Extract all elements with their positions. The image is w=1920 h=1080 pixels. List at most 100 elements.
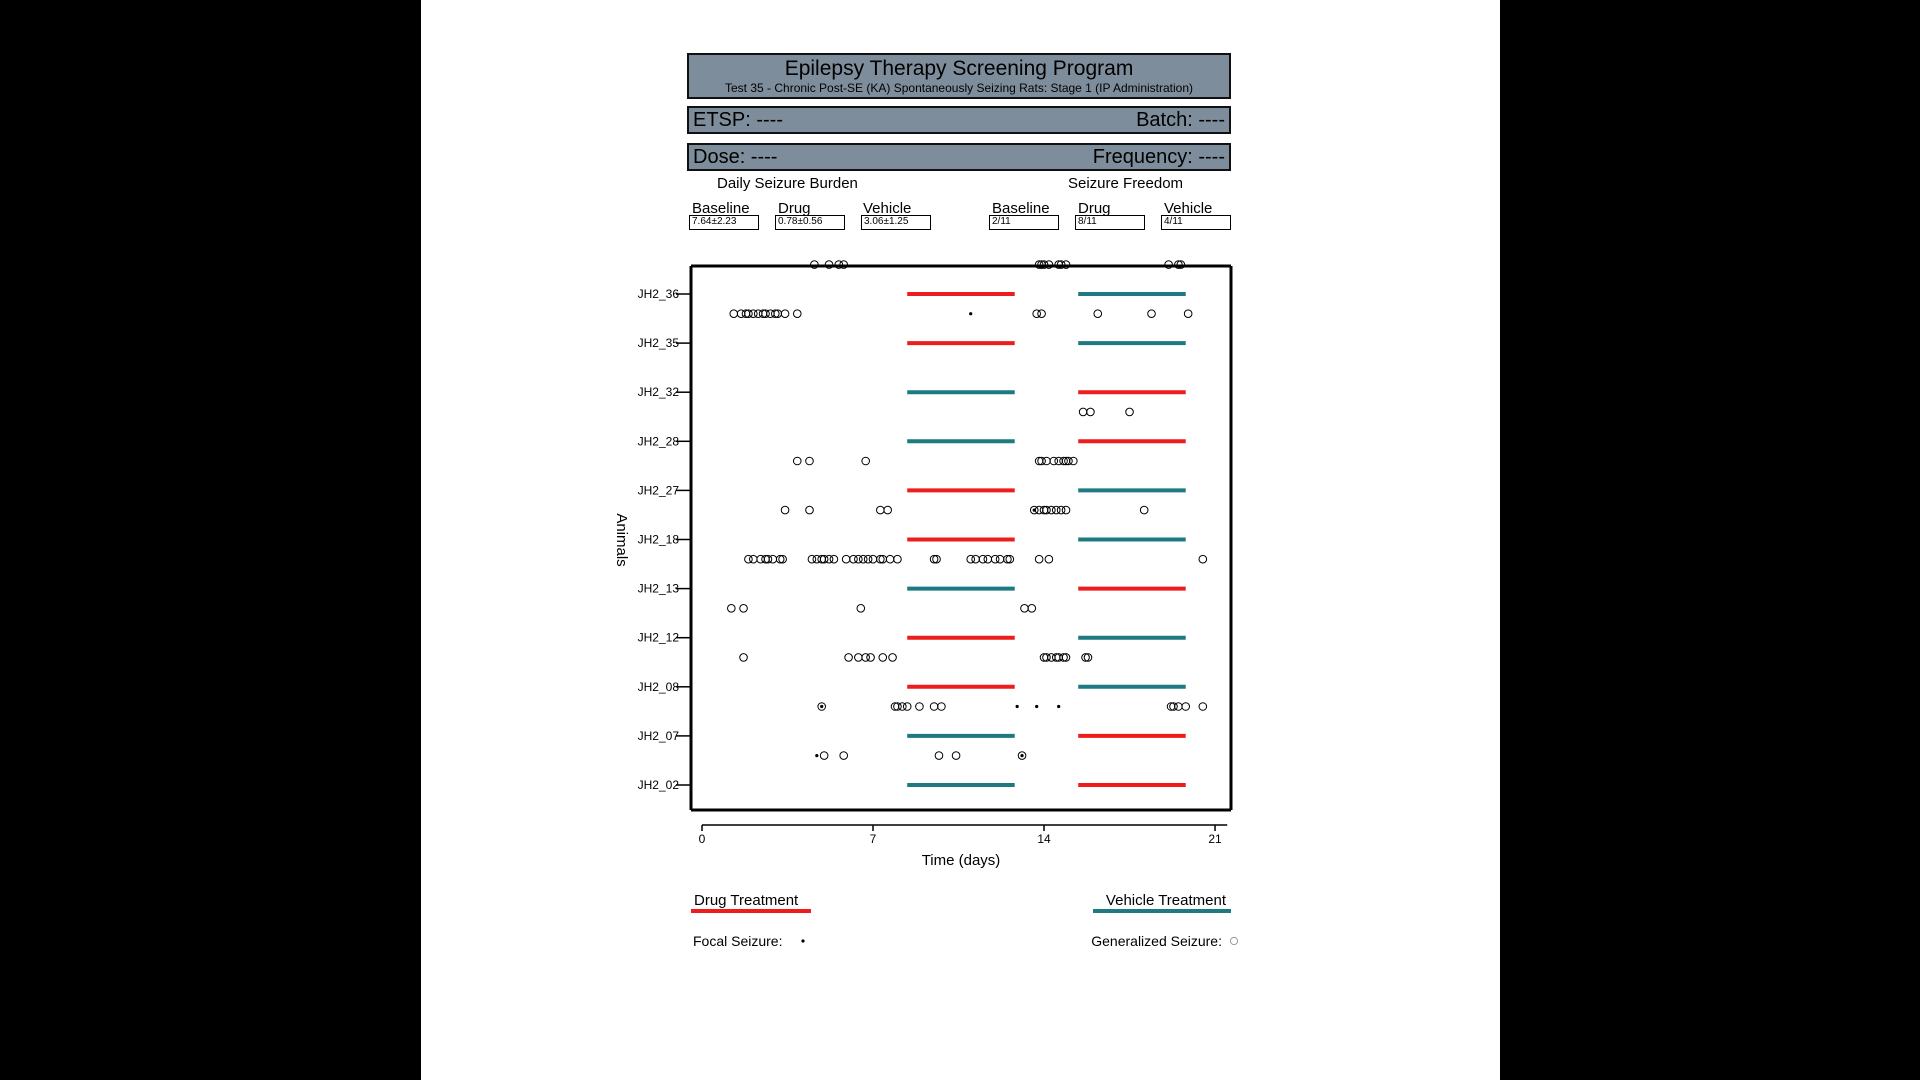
generalized-seizure-point [937, 702, 946, 711]
x-tick-label: 0 [699, 832, 706, 846]
generalized-seizure-point [1003, 554, 1012, 564]
generalized-seizure-point [868, 554, 878, 564]
etsp-batch-bar: ETSP: ---- Batch: ---- [687, 106, 1231, 134]
burden-drug-value: 0.78±0.56 [775, 215, 845, 230]
report-sheet: Epilepsy Therapy Screening Program Test … [421, 0, 1500, 1080]
generalized-seizure-point [854, 554, 863, 564]
generalized-seizure-point [878, 653, 888, 662]
dose-frequency-bar: Dose: ---- Frequency: ---- [687, 143, 1231, 171]
generalized-seizure-point [1198, 554, 1208, 564]
generalized-seizure-point [898, 702, 907, 711]
animal-label: JH2_27 [638, 483, 680, 497]
generalized-seizure-point [1083, 653, 1093, 662]
focal-seizure-point [1035, 704, 1039, 709]
etsp-label: ETSP: ---- [693, 109, 783, 131]
focal-seizure-point [1015, 704, 1019, 709]
generalized-seizure-point [824, 554, 834, 564]
generalized-seizure-point [839, 751, 848, 760]
generalized-seizure-point [763, 554, 773, 564]
generalized-seizure-point [990, 554, 1000, 564]
generalized-seizure-point [729, 309, 739, 319]
generalized-seizure-point [1183, 309, 1193, 319]
generalized-seizure-point [885, 554, 895, 564]
animal-label: JH2_28 [638, 434, 680, 448]
freedom-title: Seizure Freedom [1068, 175, 1184, 192]
generalized-seizure-point [817, 702, 827, 711]
y-axis-label: Animals [613, 513, 630, 566]
generalized-seizure-point [1037, 309, 1046, 319]
generalized-seizure-point [876, 554, 885, 564]
burden-title: Daily Seizure Burden [717, 175, 858, 192]
generalized-seizure-point [744, 554, 753, 564]
generalized-seizure-point [983, 554, 993, 564]
x-tick-label: 14 [1037, 832, 1051, 846]
generalized-seizure-point [1147, 309, 1156, 319]
generalized-seizure-point [861, 653, 870, 662]
focal-seizure-point [820, 704, 824, 709]
freedom-vehicle-label: Vehicle [1164, 200, 1213, 217]
focal-seizure-point [815, 754, 819, 758]
generalized-seizure-point [1059, 456, 1068, 466]
generalized-seizure-point [866, 653, 875, 662]
freedom-vehicle-value: 4/11 [1161, 215, 1231, 230]
animal-label: JH2_18 [638, 533, 680, 547]
freedom-drug-label: Drug [1078, 200, 1111, 217]
generalized-seizure-point [1069, 456, 1078, 466]
generalized-seizure-point [810, 260, 819, 269]
freedom-drug-value: 8/11 [1075, 215, 1145, 230]
generalized-seizure-point [1005, 554, 1015, 564]
generalized-seizure-point [1059, 653, 1068, 662]
generalized-seizure-point [749, 554, 758, 564]
animal-label: JH2_13 [638, 582, 680, 596]
animal-label: JH2_12 [638, 631, 680, 645]
generalized-seizure-point [1056, 260, 1066, 269]
generalized-seizure-point [739, 653, 748, 662]
generalized-seizure-point [929, 702, 939, 711]
generalized-seizure-point [1061, 260, 1071, 269]
generalized-seizure-point [1039, 260, 1049, 269]
burden-vehicle-label: Vehicle [863, 200, 912, 217]
generalized-seizure-point [807, 554, 817, 564]
generalized-seizure-point [1164, 260, 1173, 269]
x-tick-label: 21 [1208, 832, 1222, 846]
seizure-timeline-chart: 0 7 14 21 Time (days) Animals JH2_36 JH2_35 JH2_… [613, 260, 1239, 949]
generalized-seizure-point [1037, 456, 1046, 466]
generalized-seizure-point [792, 456, 802, 466]
generalized-seizure-point [761, 309, 770, 319]
animal-label: JH2_07 [638, 729, 680, 743]
generalized-seizure-point [1198, 702, 1208, 711]
generalized-seizure-point [1029, 505, 1039, 515]
drug-treatment-legend-label: Drug Treatment [694, 892, 799, 909]
generalized-seizure-point [744, 309, 753, 319]
generalized-seizure-point [1086, 407, 1095, 417]
generalized-seizure-point [1032, 309, 1041, 319]
focal-seizure-point [1057, 704, 1061, 709]
focal-seizure-point [1032, 508, 1036, 512]
generalized-seizure-point [934, 751, 944, 760]
focal-seizure-point [969, 312, 973, 316]
generalized-seizure-point [893, 702, 902, 711]
focal-seizure-point [1020, 754, 1024, 758]
freedom-baseline-value: 2/11 [989, 215, 1059, 230]
burden-baseline-label: Baseline [692, 200, 750, 217]
generalized-seizure-point [1176, 260, 1186, 269]
generalized-seizure-point [829, 554, 839, 564]
generalized-seizure-legend-label: Generalized Seizure: [1091, 933, 1222, 949]
generalized-seizure-point [1139, 505, 1149, 515]
generalized-seizure-point [1027, 604, 1037, 613]
animal-label: JH2_02 [638, 778, 680, 792]
generalized-seizure-point [1078, 407, 1088, 417]
generalized-seizure-point [929, 554, 939, 564]
generalized-seizure-point [1174, 702, 1183, 711]
generalized-seizure-point [902, 702, 912, 711]
generalized-seizure-point [1125, 407, 1134, 417]
generalized-seizure-point [1042, 456, 1051, 466]
generalized-seizure-point [1174, 260, 1183, 269]
generalized-seizure-point [893, 554, 902, 564]
generalized-seizure-point [1061, 653, 1071, 662]
generalized-seizure-point [1064, 456, 1073, 466]
page-title: Epilepsy Therapy Screening Program [784, 57, 1134, 80]
generalized-seizure-point [1017, 751, 1027, 760]
generalized-seizure-point [951, 751, 961, 760]
generalized-seizure-point [780, 505, 790, 515]
